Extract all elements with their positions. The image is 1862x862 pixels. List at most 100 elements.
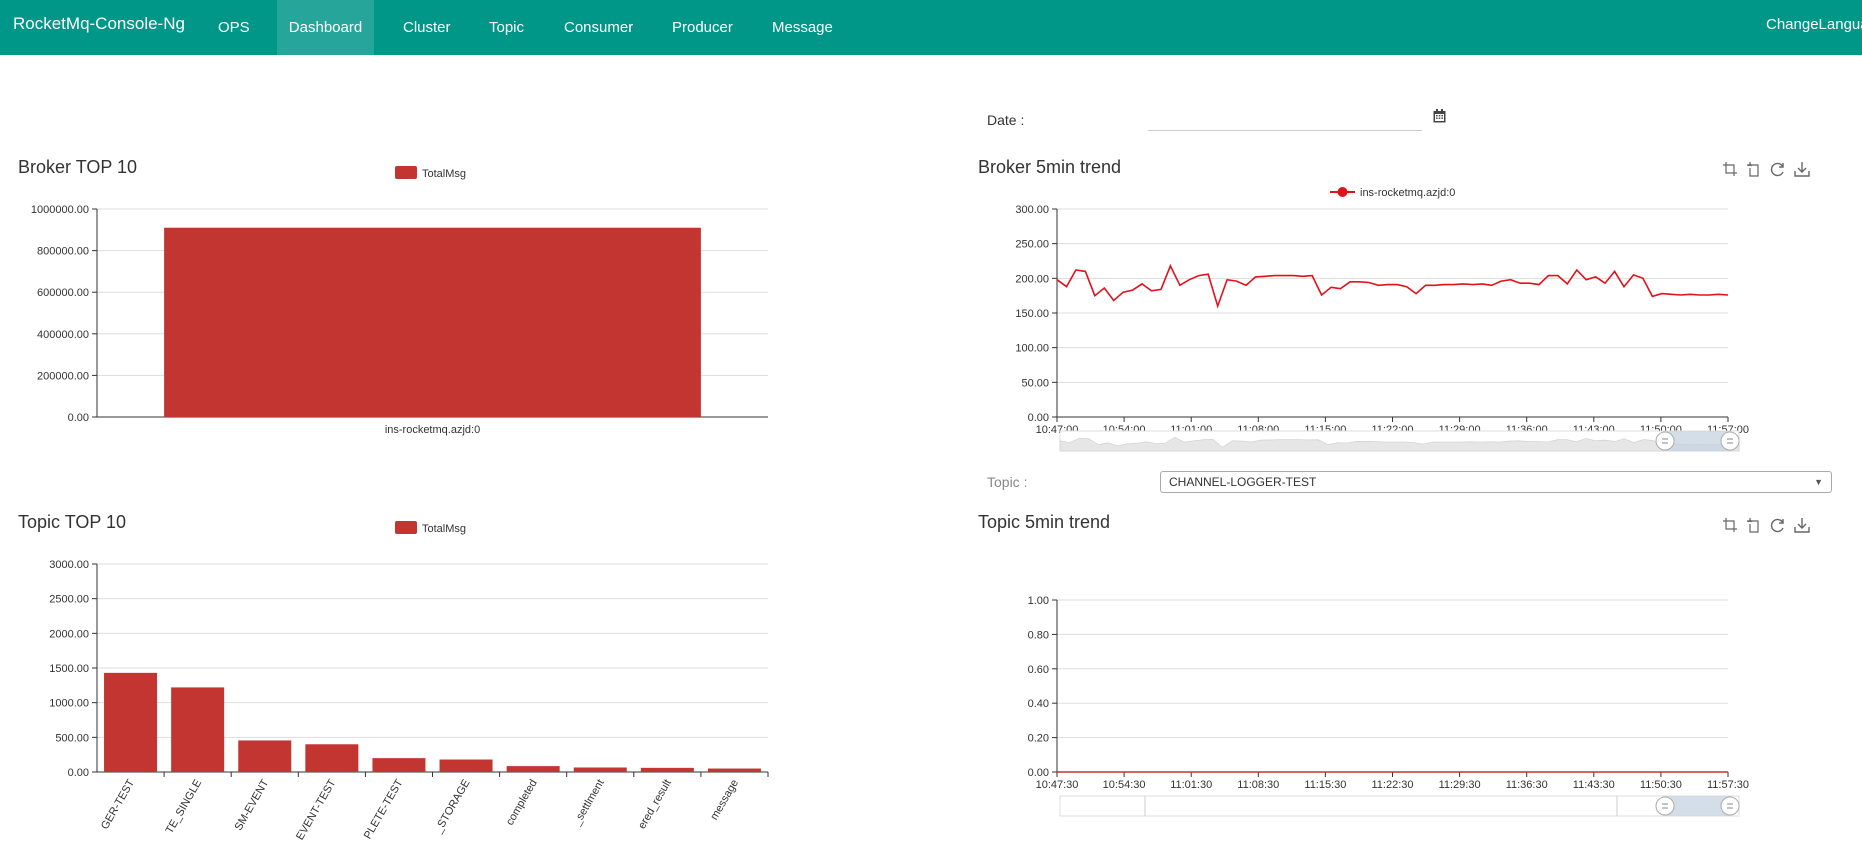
broker-top-bar	[164, 227, 701, 417]
topic-trend-zoom-handle-left	[1655, 796, 1675, 816]
zoom-reset-icon[interactable]	[1745, 160, 1763, 178]
topic-trend-xtick-label: 11:15:30	[1304, 779, 1346, 791]
broker-top-ytick-label: 600000.00	[37, 287, 89, 299]
topic-top-xtick-label: SM-EVENT	[233, 777, 272, 832]
broker-top-ytick-label: 0.00	[68, 412, 89, 424]
nav-dashboard[interactable]: Dashboard	[277, 0, 374, 55]
topic-top-ytick-label: 2500.00	[49, 594, 89, 606]
topic-top-xtick-label: _settlment	[571, 778, 607, 829]
topic-trend-xtick-label: 10:47:30	[1036, 779, 1079, 791]
restore-icon[interactable]	[1769, 160, 1787, 178]
topic-top-bar	[640, 767, 694, 772]
topic-trend-zoom-handle-right	[1720, 796, 1740, 816]
broker-trend-ytick-label: 100.00	[1015, 343, 1049, 355]
topic-top-xtick-label: ered_result	[636, 778, 674, 832]
topic-top-bar	[305, 744, 359, 772]
date-label: Date :	[987, 112, 1025, 128]
topic-top-xtick-label: GER-TEST	[99, 777, 137, 831]
broker-trend-series-line	[1056, 263, 1729, 309]
broker-top-ytick-label: 200000.00	[37, 370, 89, 382]
broker-trend-zoom-handle-left	[1655, 431, 1675, 451]
topic-trend-xtick-label: 11:22:30	[1371, 779, 1413, 791]
topic-trend-xtick-label: 10:54:30	[1103, 779, 1146, 791]
topic-select-label: Topic :	[987, 474, 1028, 490]
broker-trend-ytick-label: 200.00	[1015, 273, 1049, 285]
topic-trend-xtick-label: 11:36:30	[1506, 779, 1548, 791]
topic-top-xtick-label: EVENT-TEST	[294, 777, 338, 842]
broker-top-xtick-label: ins-rocketmq.azjd:0	[385, 424, 480, 436]
topic-top-ytick-label: 3000.00	[49, 559, 89, 571]
broker-trend-legend-marker	[1337, 187, 1348, 197]
zoom-icon[interactable]	[1721, 160, 1739, 178]
app-brand[interactable]: RocketMq-Console-Ng	[13, 14, 185, 33]
broker-trend-toolbox	[1721, 160, 1811, 178]
broker-trend-ytick-label: 300.00	[1015, 204, 1049, 216]
broker-top-legend-swatch	[395, 166, 417, 179]
nav-message[interactable]: Message	[772, 19, 833, 36]
topic-trend-ytick-label: 0.80	[1028, 629, 1049, 641]
nav-consumer[interactable]: Consumer	[564, 19, 634, 36]
topic-trend-zoom-track	[1059, 795, 1740, 817]
topic-trend-toolbox	[1721, 516, 1811, 534]
broker-top-ytick-label: 400000.00	[37, 329, 89, 341]
download-icon[interactable]	[1793, 160, 1811, 178]
topic-trend-xtick-label: 11:43:30	[1573, 779, 1615, 791]
topic-trend-xtick-label: 11:29:30	[1439, 779, 1481, 791]
broker-trend-legend-label: ins-rocketmq.azjd:0	[1360, 187, 1455, 199]
topic-top-xtick-label: completed	[504, 778, 540, 828]
topic-trend-xtick-label: 11:57:30	[1707, 779, 1749, 791]
topic-trend-xtick-label: 11:50:30	[1640, 779, 1682, 791]
broker-top-ytick-label: 800000.00	[37, 246, 89, 258]
chevron-down-icon: ▼	[1814, 477, 1823, 487]
topic-trend-xtick-label: 11:08:30	[1237, 779, 1279, 791]
broker-top-legend-label: TotalMsg	[422, 168, 466, 180]
topic-top-bar	[238, 740, 292, 772]
broker-trend-title: Broker 5min trend	[978, 157, 1122, 177]
topic-top-bar	[104, 672, 158, 772]
broker-top-ytick-label: 1000000.00	[31, 204, 89, 216]
broker-trend-zoom-preview	[1059, 436, 1740, 452]
topic-top-ytick-label: 2000.00	[49, 628, 89, 640]
topic-top-ytick-label: 500.00	[55, 732, 89, 744]
topic-top-bar	[506, 766, 560, 772]
topic-top-bar	[171, 687, 225, 772]
topic-trend-ytick-label: 0.00	[1028, 767, 1049, 779]
topic-top-bar	[372, 758, 426, 772]
nav-topic[interactable]: Topic	[489, 19, 525, 36]
topic-trend-ytick-label: 0.20	[1028, 733, 1049, 745]
broker-trend-ytick-label: 150.00	[1015, 308, 1049, 320]
zoom-reset-icon[interactable]	[1745, 516, 1763, 534]
restore-icon[interactable]	[1769, 516, 1787, 534]
broker-trend-zoom-handle-right	[1720, 431, 1740, 451]
broker-trend-ytick-label: 0.00	[1028, 412, 1049, 424]
topic-select-value: CHANNEL-LOGGER-TEST	[1169, 475, 1317, 489]
topic-select[interactable]: CHANNEL-LOGGER-TEST ▼	[1160, 471, 1832, 493]
topic-top-bar	[707, 768, 761, 772]
topic-trend-xtick-label: 11:01:30	[1170, 779, 1212, 791]
zoom-icon[interactable]	[1721, 516, 1739, 534]
topic-top-bar	[439, 759, 493, 772]
topic-trend-zoom-window	[1665, 796, 1730, 816]
topic-top-xtick-label: _STORAGE	[432, 778, 473, 837]
topic-top-bar	[573, 767, 627, 772]
topic-trend-ytick-label: 0.60	[1028, 664, 1049, 676]
top-navbar: RocketMq-Console-Ng OPS Dashboard Cluste…	[0, 0, 1862, 55]
broker-trend-ytick-label: 250.00	[1015, 239, 1049, 251]
nav-producer[interactable]: Producer	[672, 19, 733, 36]
topic-top-ytick-label: 0.00	[68, 767, 89, 779]
calendar-icon[interactable]	[1433, 109, 1446, 128]
topic-top-ytick-label: 1000.00	[49, 698, 89, 710]
topic-trend-ytick-label: 1.00	[1028, 595, 1049, 607]
download-icon[interactable]	[1793, 516, 1811, 534]
broker-trend-zoom-window	[1665, 431, 1730, 451]
topic-top-xtick-label: TE_SINGLE	[164, 778, 205, 836]
nav-cluster[interactable]: Cluster	[403, 19, 451, 36]
date-input[interactable]	[1148, 108, 1422, 131]
topic-top-ytick-label: 1500.00	[49, 663, 89, 675]
nav-ops[interactable]: OPS	[218, 19, 250, 36]
change-language-button[interactable]: ChangeLanguage	[1766, 16, 1862, 33]
broker-top-title: Broker TOP 10	[18, 157, 138, 177]
topic-trend-title: Topic 5min trend	[978, 512, 1111, 532]
topic-top-xtick-label: PLETE-TEST	[362, 777, 406, 841]
